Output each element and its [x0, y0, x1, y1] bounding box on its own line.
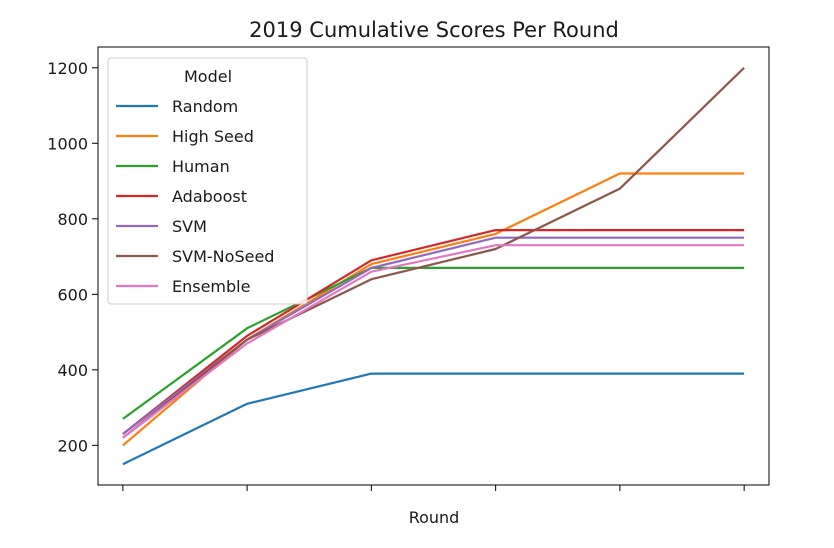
legend-label: Ensemble: [172, 277, 250, 296]
chart-title: 2019 Cumulative Scores Per Round: [249, 18, 619, 42]
legend-label: Random: [172, 97, 238, 116]
y-tick-label: 400: [57, 361, 88, 380]
y-tick-label: 800: [57, 210, 88, 229]
series-line-ensemble: [122, 244, 745, 439]
legend-box: [107, 57, 308, 305]
y-tick-label: 1200: [47, 59, 88, 78]
series-line-svm-noseed: [122, 67, 745, 439]
x-axis: [122, 485, 745, 491]
series-line-human: [122, 266, 745, 420]
legend-label: SVM-NoSeed: [172, 247, 274, 266]
y-tick-label: 600: [57, 285, 88, 304]
y-tick-label: 200: [57, 436, 88, 455]
x-axis-label: Round: [409, 508, 460, 527]
series-line-random: [122, 372, 745, 466]
legend-label: Human: [172, 157, 230, 176]
legend-label: High Seed: [172, 127, 254, 146]
series-line-adaboost: [122, 229, 745, 435]
legend-items: Random High Seed Human Adaboost SVM SVM-NoSee…: [116, 97, 274, 296]
legend-label: SVM: [172, 217, 207, 236]
y-axis: 200 400 600 800 1000 1200: [47, 59, 98, 455]
legend-label: Adaboost: [172, 187, 247, 206]
legend: Model Random High Seed Human Adaboost SVM SVM…: [107, 57, 308, 305]
series-lines: [122, 67, 745, 466]
legend-title: Model: [184, 67, 232, 86]
y-tick-label: 1000: [47, 134, 88, 153]
plot-area-frame: [97, 46, 770, 486]
